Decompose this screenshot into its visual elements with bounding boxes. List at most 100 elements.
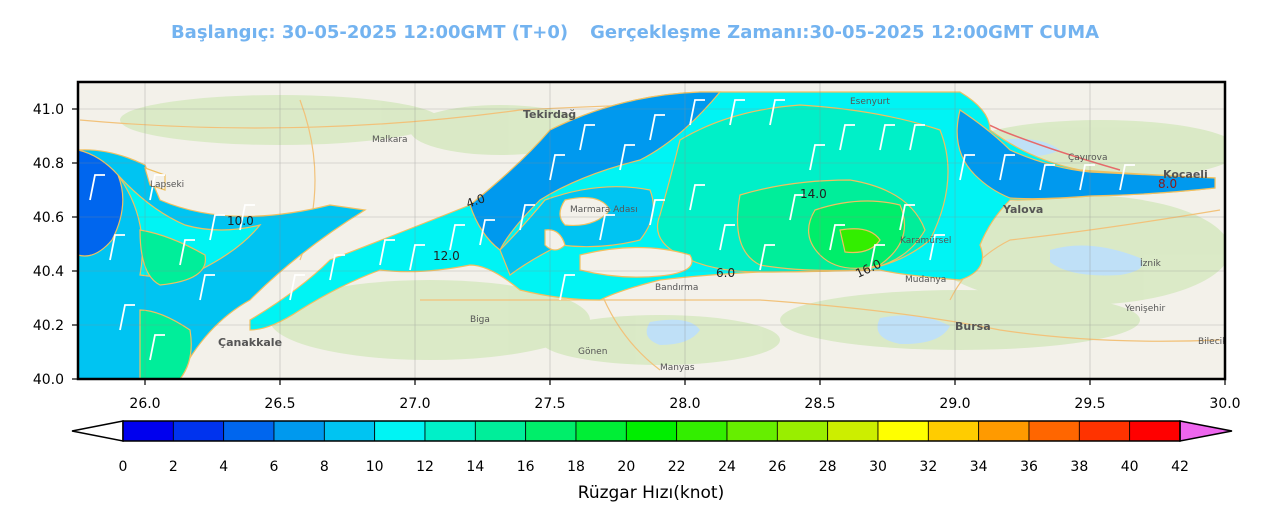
x-tick-label: 27.0: [399, 396, 430, 412]
y-axis-labels: 41.0 40.8 40.6 40.4 40.2 40.0: [33, 102, 64, 388]
y-tick-label: 41.0: [33, 102, 64, 118]
colorbar-cell: [525, 420, 577, 442]
place-label: Yalova: [1002, 203, 1043, 216]
contour-label: 8.0: [1158, 177, 1177, 191]
colorbar-cell: [223, 420, 275, 442]
colorbar-tick-label: 20: [617, 459, 635, 475]
colorbar-cell: [323, 420, 376, 442]
colorbar-cell: [273, 420, 325, 442]
contour-label: 12.0: [433, 249, 460, 263]
contour-label: 4.0: [464, 191, 487, 211]
x-tick-label: 28.0: [669, 396, 700, 412]
place-label: İznik: [1140, 258, 1162, 269]
colorbar-tick-labels: 0 2 4 6 8 10 12 14 16 18 20 22 24 26 28 30 32 34 36 38 40 42: [119, 459, 1189, 475]
place-label: Bursa: [955, 320, 991, 333]
colorbar-cell: [827, 420, 879, 442]
y-tick-label: 40.8: [33, 156, 64, 172]
wind-barbs: [89, 99, 1135, 361]
y-tick-label: 40.4: [33, 264, 64, 280]
colorbar-cell: [978, 420, 1030, 442]
place-label: Lapseki: [150, 180, 184, 190]
valid-time-label: Gerçekleşme Zamanı:30-05-2025 12:00GMT C…: [590, 22, 1100, 43]
x-tick-label: 28.5: [804, 396, 835, 412]
colorbar-tick-label: 40: [1121, 459, 1139, 475]
map-plot-area: 4.0 6.0 8.0 10.0 12.0 14.0 16.0 Tekirdağ…: [78, 82, 1228, 379]
colorbar: 0 2 4 6 8 10 12 14 16 18 20 22 24 26 28 30 32 34 36 38 40 42 …: [71, 420, 1233, 503]
place-label: Marmara Adası: [570, 205, 638, 215]
colorbar-tick-label: 4: [219, 459, 228, 475]
colorbar-cell: [676, 420, 728, 442]
colorbar-cell: [424, 420, 476, 442]
y-tick-label: 40.0: [33, 372, 64, 388]
contour-label: 10.0: [227, 214, 254, 228]
x-tick-label: 27.5: [534, 396, 565, 412]
colorbar-tick-label: 36: [1020, 459, 1038, 475]
colorbar-tick-label: 26: [768, 459, 786, 475]
colorbar-over-triangle: [1179, 420, 1233, 442]
x-tick-label: 26.5: [264, 396, 295, 412]
colorbar-cell: [1078, 420, 1131, 442]
place-label: Çanakkale: [218, 336, 282, 349]
chart-title: Başlangıç: 30-05-2025 12:00GMT (T+0) Gerç…: [0, 22, 1270, 43]
place-label: Manyas: [660, 363, 695, 373]
colorbar-tick-label: 10: [366, 459, 384, 475]
colorbar-tick-label: 14: [466, 459, 484, 475]
y-tick-label: 40.6: [33, 210, 64, 226]
place-label: Bilecik: [1198, 337, 1228, 347]
y-tick-label: 40.2: [33, 318, 64, 334]
colorbar-cell: [172, 420, 225, 442]
place-label: Çayırova: [1068, 153, 1107, 163]
colorbar-tick-label: 8: [320, 459, 329, 475]
x-tick-label: 29.5: [1074, 396, 1105, 412]
colorbar-tick-label: 16: [517, 459, 535, 475]
x-axis-labels: 26.0 26.5 27.0 27.5 28.0 28.5 29.0 29.5 …: [129, 396, 1240, 412]
place-label: Kocaeli: [1163, 168, 1208, 181]
colorbar-cells: [122, 420, 1181, 442]
colorbar-cell: [877, 420, 929, 442]
lakes: [646, 138, 1143, 345]
colorbar-cell: [1129, 420, 1181, 442]
start-time-label: Başlangıç: 30-05-2025 12:00GMT (T+0): [170, 22, 569, 43]
colorbar-cell: [726, 420, 778, 442]
place-label: Esenyurt: [850, 97, 890, 107]
x-tick-label: 30.0: [1209, 396, 1240, 412]
colorbar-cell: [575, 420, 627, 442]
colorbar-under-triangle: [71, 420, 124, 442]
colorbar-tick-label: 0: [119, 459, 128, 475]
place-label: Tekirdağ: [523, 108, 576, 121]
colorbar-tick-label: 42: [1171, 459, 1189, 475]
colorbar-tick-label: 2: [169, 459, 178, 475]
colorbar-cell: [374, 420, 426, 442]
place-label: Gönen: [578, 347, 607, 357]
colorbar-tick-label: 22: [668, 459, 686, 475]
place-label: Karamürsel: [900, 236, 951, 246]
x-tick-label: 26.0: [129, 396, 160, 412]
place-label: Malkara: [372, 135, 408, 145]
map-frame: [76, 80, 1227, 381]
colorbar-tick-label: 30: [869, 459, 887, 475]
colorbar-cell: [122, 420, 174, 442]
wind-field: [78, 91, 1216, 379]
colorbar-tick-label: 32: [919, 459, 937, 475]
contour-label: 14.0: [800, 187, 827, 201]
place-label: Bandırma: [655, 283, 698, 293]
place-labels: Tekirdağ Çanakkale Yalova Bursa Kocaeli …: [150, 97, 1228, 373]
colorbar-cell: [1028, 420, 1080, 442]
colorbar-cell: [625, 420, 678, 442]
colorbar-tick-label: 18: [567, 459, 585, 475]
colorbar-tick-label: 34: [970, 459, 988, 475]
colorbar-tick-label: 24: [718, 459, 736, 475]
place-label: Mudanya: [905, 275, 946, 285]
x-tick-label: 29.0: [939, 396, 970, 412]
colorbar-tick-label: 38: [1070, 459, 1088, 475]
colorbar-title: Rüzgar Hızı(knot): [578, 483, 724, 503]
colorbar-cell: [474, 420, 527, 442]
contour-label: 6.0: [716, 266, 735, 280]
colorbar-tick-label: 28: [819, 459, 837, 475]
place-label: Biga: [470, 315, 490, 325]
place-label: Yenişehir: [1124, 304, 1165, 314]
colorbar-cell: [927, 420, 980, 442]
colorbar-tick-label: 6: [270, 459, 279, 475]
colorbar-cell: [776, 420, 829, 442]
